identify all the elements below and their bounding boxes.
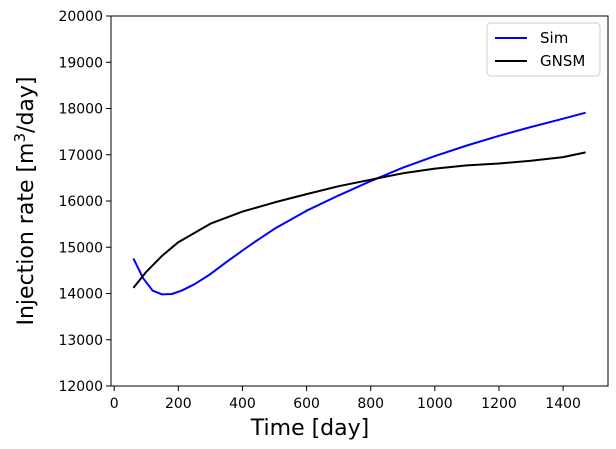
x-tick-label: 1000 <box>417 396 453 412</box>
y-tick-label: 17000 <box>58 148 103 164</box>
y-axis-label-main: Injection rate [m <box>14 143 39 326</box>
legend: Sim GNSM <box>486 22 601 77</box>
x-tick-label: 800 <box>357 396 384 412</box>
y-tick-label: 19000 <box>58 55 103 71</box>
x-tick-label: 1200 <box>481 396 517 412</box>
y-tick-label: 14000 <box>58 287 103 303</box>
x-tick-label: 600 <box>293 396 320 412</box>
y-tick-label: 15000 <box>58 240 103 256</box>
y-tick-label: 18000 <box>58 102 103 118</box>
x-axis-ticks: 0 200 400 600 800 1000 1200 1400 <box>110 386 581 412</box>
x-tick-label: 1400 <box>545 396 581 412</box>
y-axis-label: Injection rate [m3/day] <box>11 76 39 325</box>
y-tick-label: 16000 <box>58 194 103 210</box>
legend-label-sim: Sim <box>540 29 568 47</box>
legend-label-gnsm: GNSM <box>540 52 585 70</box>
series-line-gnsm <box>132 151 586 289</box>
y-tick-label: 12000 <box>58 379 103 395</box>
y-axis-label-superscript: 3 <box>11 133 29 143</box>
x-tick-label: 400 <box>229 396 256 412</box>
y-axis-ticks: 12000 13000 14000 15000 16000 17000 18000 19000… <box>58 9 111 395</box>
y-tick-label: 20000 <box>58 9 103 25</box>
y-tick-label: 13000 <box>58 333 103 349</box>
series-lines <box>132 111 586 296</box>
x-tick-label: 200 <box>165 396 192 412</box>
x-tick-label: 0 <box>110 396 119 412</box>
y-axis-label-tail: /day] <box>14 76 39 132</box>
plot-area <box>111 16 608 386</box>
legend-box <box>486 22 601 77</box>
x-axis-label: Time [day] <box>250 416 369 441</box>
series-line-sim <box>132 111 586 296</box>
